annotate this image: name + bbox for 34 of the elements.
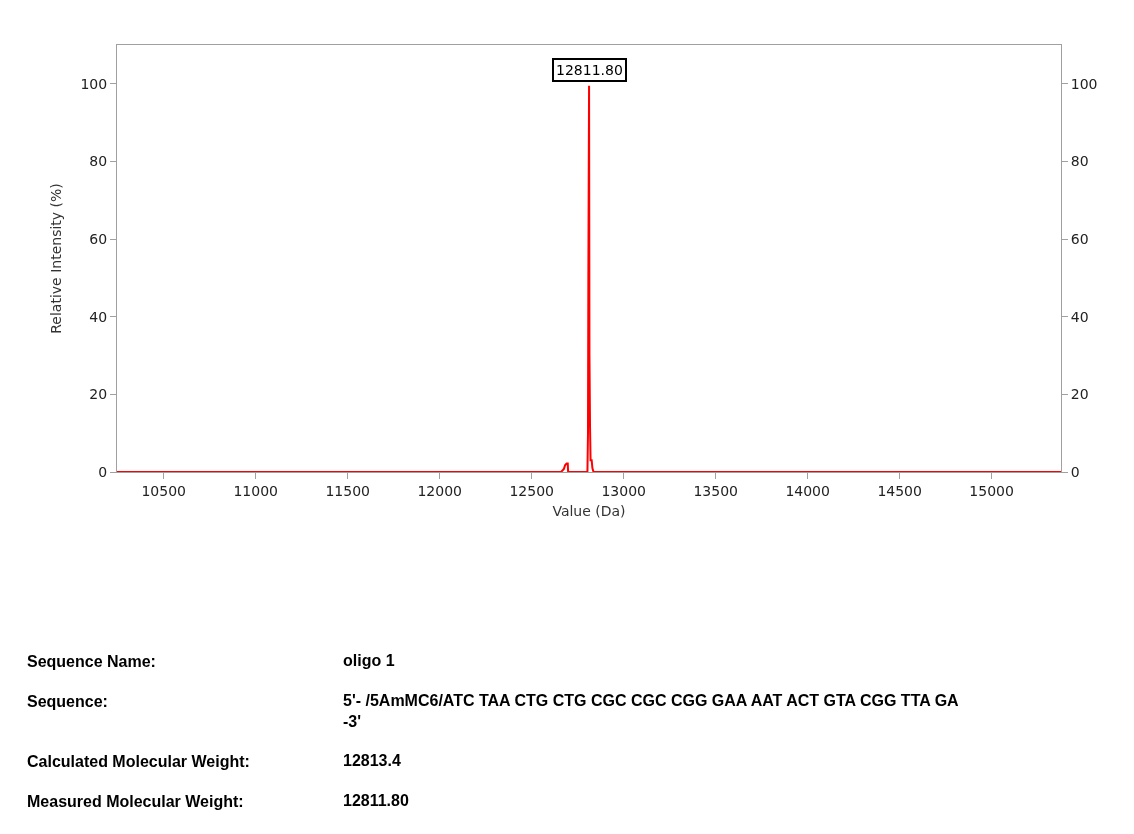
x-tick-label: 13500	[693, 482, 738, 499]
y2-tick-label: 100	[1070, 75, 1098, 92]
text: Sequence Name:	[27, 653, 156, 670]
y2-tick-label: 60	[1070, 230, 1089, 247]
y-tick-label: 80	[89, 153, 108, 170]
text: 5'- /5AmMC6/ATC TAA CTG CTG CGC CGC CGG GAA AAT ACT GTA CGG TTA GA -3'	[343, 692, 960, 730]
x-tick-label: 12000	[417, 482, 462, 499]
annotation: 12811.80	[556, 62, 623, 78]
x-tick-label: 11000	[233, 482, 278, 499]
x-tick-label: 11500	[325, 482, 370, 499]
x-tick-label: 10500	[141, 482, 186, 499]
y2-tick-label: 80	[1070, 153, 1089, 170]
text: 12811.80	[343, 792, 409, 809]
y-tick-label: 20	[89, 386, 108, 403]
x-axis-title: Value (Da)	[552, 503, 626, 520]
text: 12813.4	[343, 752, 401, 769]
x-tick-label: 12500	[509, 482, 554, 499]
line-series	[117, 84, 1061, 472]
text: oligo 1	[343, 652, 395, 669]
y2-tick-label: 0	[1070, 463, 1080, 480]
x-tick-label: 14000	[785, 482, 830, 499]
x-tick-label: 15000	[969, 482, 1014, 499]
x-tick-label: 13000	[601, 482, 646, 499]
y2-tick-label: 20	[1070, 386, 1089, 403]
y-tick-label: 40	[89, 308, 108, 325]
x-tick-label: 14500	[877, 482, 922, 499]
text: Measured Molecular Weight:	[27, 793, 244, 810]
y-tick-label: 0	[98, 463, 108, 480]
text: Sequence:	[27, 693, 108, 710]
text: Calculated Molecular Weight:	[27, 753, 250, 770]
y2-tick-label: 40	[1070, 308, 1089, 325]
y-axis-title: Relative Intensity (%)	[48, 183, 65, 334]
y-tick-label: 100	[80, 75, 108, 92]
y-tick-label: 60	[89, 230, 108, 247]
